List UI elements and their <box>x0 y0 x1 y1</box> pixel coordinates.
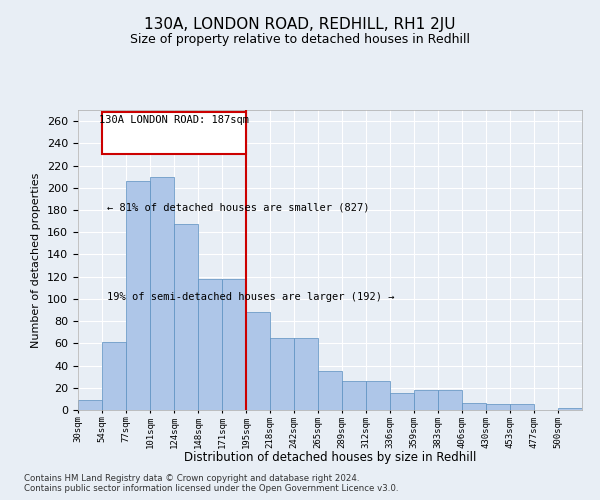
Text: ← 81% of detached houses are smaller (827): ← 81% of detached houses are smaller (82… <box>107 202 370 212</box>
Bar <box>102 342 126 410</box>
Bar <box>318 371 342 410</box>
Bar <box>462 404 486 410</box>
Text: 130A, LONDON ROAD, REDHILL, RH1 2JU: 130A, LONDON ROAD, REDHILL, RH1 2JU <box>144 18 456 32</box>
Text: Size of property relative to detached houses in Redhill: Size of property relative to detached ho… <box>130 32 470 46</box>
Bar <box>558 408 582 410</box>
FancyBboxPatch shape <box>102 112 246 154</box>
Bar <box>126 181 150 410</box>
Text: 130A LONDON ROAD: 187sqm: 130A LONDON ROAD: 187sqm <box>99 115 249 125</box>
Text: 19% of semi-detached houses are larger (192) →: 19% of semi-detached houses are larger (… <box>107 292 395 302</box>
Bar <box>438 390 462 410</box>
Bar <box>390 394 414 410</box>
Bar <box>414 390 438 410</box>
Bar <box>246 312 270 410</box>
Bar <box>486 404 510 410</box>
Text: Distribution of detached houses by size in Redhill: Distribution of detached houses by size … <box>184 451 476 464</box>
Bar <box>174 224 198 410</box>
Bar <box>366 381 390 410</box>
Bar <box>510 404 534 410</box>
Bar <box>342 381 366 410</box>
Bar <box>270 338 294 410</box>
Bar <box>294 338 318 410</box>
Text: Contains public sector information licensed under the Open Government Licence v3: Contains public sector information licen… <box>24 484 398 493</box>
Bar <box>198 279 222 410</box>
Text: Contains HM Land Registry data © Crown copyright and database right 2024.: Contains HM Land Registry data © Crown c… <box>24 474 359 483</box>
Y-axis label: Number of detached properties: Number of detached properties <box>31 172 41 348</box>
Bar <box>150 176 174 410</box>
Bar <box>78 400 102 410</box>
Bar <box>222 279 246 410</box>
